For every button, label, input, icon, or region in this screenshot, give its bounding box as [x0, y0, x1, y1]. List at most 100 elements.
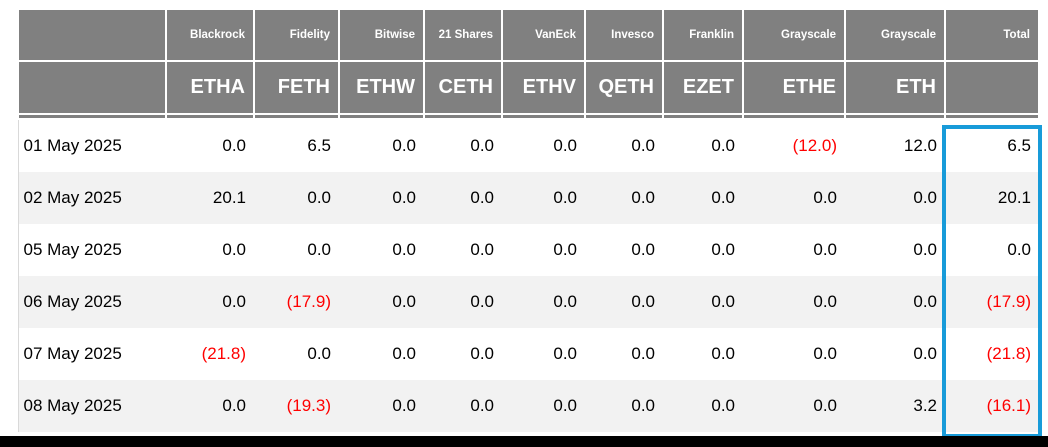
ticker-header-cell: CETH [423, 60, 503, 115]
total-cell: (21.8) [986, 344, 1031, 363]
issuer-header-cell: 21 Shares [423, 8, 503, 62]
value-cell: 0.0 [392, 136, 416, 155]
value-cell: 0.0 [813, 344, 837, 363]
value-cell: 0.0 [222, 396, 246, 415]
value-cell: 0.0 [307, 240, 331, 259]
value-cell: 0.0 [553, 240, 577, 259]
value-cell: 0.0 [222, 292, 246, 311]
header-strip-cell [165, 113, 255, 120]
value-cell: 0.0 [307, 188, 331, 207]
value-cell: 0.0 [392, 240, 416, 259]
value-cell: (17.9) [286, 292, 331, 311]
value-cell: 0.0 [711, 292, 735, 311]
total-cell: (17.9) [986, 292, 1031, 311]
value-cell: 0.0 [711, 344, 735, 363]
total-subheader-cell [944, 60, 1040, 115]
value-cell: 0.0 [711, 396, 735, 415]
value-cell: 0.0 [913, 344, 937, 363]
corner-subheader-cell [17, 60, 167, 115]
value-cell: 0.0 [470, 136, 494, 155]
value-cell: 0.0 [813, 292, 837, 311]
value-cell: 0.0 [631, 136, 655, 155]
table-row: 05 May 2025 0.0 0.0 0.0 0.0 0.0 0.0 0.0 0.0 0.0 0.… [17, 224, 1039, 276]
value-cell: (19.3) [286, 396, 331, 415]
value-cell: 0.0 [553, 344, 577, 363]
ticker-header-cell: ETHE [742, 60, 846, 115]
value-cell: 0.0 [222, 240, 246, 259]
value-cell: (12.0) [792, 136, 837, 155]
header-strip-cell [662, 113, 744, 120]
table-row: 06 May 2025 0.0 (17.9) 0.0 0.0 0.0 0.0 0.0 0.0 0.… [17, 276, 1039, 328]
issuer-header-row: Blackrock Fidelity Bitwise 21 Shares VanEck I… [17, 8, 1040, 62]
header-strip-row [17, 113, 1040, 120]
value-cell: 0.0 [470, 188, 494, 207]
header-strip-cell [944, 113, 1040, 120]
issuer-header-cell: Fidelity [253, 8, 340, 62]
table-row: 02 May 2025 20.1 0.0 0.0 0.0 0.0 0.0 0.0 0.0 0.0 2… [17, 172, 1039, 224]
issuer-header-cell: VanEck [501, 8, 586, 62]
value-cell: 0.0 [913, 240, 937, 259]
header-strip-cell [17, 113, 167, 120]
value-cell: 0.0 [913, 188, 937, 207]
table-row: 07 May 2025 (21.8) 0.0 0.0 0.0 0.0 0.0 0.0 0.0 0.… [17, 328, 1039, 380]
value-cell: 0.0 [470, 240, 494, 259]
total-cell: (16.1) [986, 396, 1031, 415]
value-cell: 20.1 [212, 188, 246, 207]
total-cell: 6.5 [1007, 136, 1031, 155]
value-cell: 0.0 [553, 188, 577, 207]
date-cell: 01 May 2025 [17, 119, 166, 172]
value-cell: 0.0 [392, 344, 416, 363]
date-cell: 08 May 2025 [17, 380, 166, 432]
total-cell: 0.0 [1007, 240, 1031, 259]
issuer-header-cell: Franklin [662, 8, 744, 62]
table-body: 01 May 2025 0.0 6.5 0.0 0.0 0.0 0.0 0.0 (12.0) 12… [17, 119, 1039, 432]
header-strip-cell [423, 113, 503, 120]
header-strip-cell [844, 113, 946, 120]
value-cell: 0.0 [470, 396, 494, 415]
value-cell: 12.0 [903, 136, 937, 155]
value-cell: 0.0 [711, 188, 735, 207]
table-row: 01 May 2025 0.0 6.5 0.0 0.0 0.0 0.0 0.0 (12.0) 12… [17, 119, 1039, 172]
value-cell: 3.2 [913, 396, 937, 415]
header-strip-cell [501, 113, 586, 120]
header-strip-cell [742, 113, 846, 120]
value-cell: 0.0 [553, 396, 577, 415]
ticker-header-cell: EZET [662, 60, 744, 115]
ticker-header-cell: QETH [584, 60, 664, 115]
value-cell: 0.0 [470, 344, 494, 363]
ticker-header-cell: ETHV [501, 60, 586, 115]
value-cell: 0.0 [222, 136, 246, 155]
value-cell: 0.0 [392, 396, 416, 415]
date-cell: 02 May 2025 [17, 172, 166, 224]
header-strip-cell [253, 113, 340, 120]
ticker-header-cell: FETH [253, 60, 340, 115]
ticker-header-cell: ETHW [338, 60, 425, 115]
value-cell: 0.0 [813, 188, 837, 207]
value-cell: 0.0 [307, 344, 331, 363]
bottom-black-bar [0, 436, 1048, 447]
total-cell: 20.1 [997, 188, 1031, 207]
date-cell: 07 May 2025 [17, 328, 166, 380]
value-cell: 0.0 [813, 396, 837, 415]
issuer-header-cell: Bitwise [338, 8, 425, 62]
value-cell: 0.0 [631, 396, 655, 415]
date-cell: 05 May 2025 [17, 224, 166, 276]
value-cell: 0.0 [631, 292, 655, 311]
issuer-header-cell: Grayscale [844, 8, 946, 62]
date-cell: 06 May 2025 [17, 276, 166, 328]
ticker-header-cell: ETH [844, 60, 946, 115]
value-cell: 0.0 [392, 292, 416, 311]
corner-header-cell [17, 8, 167, 62]
ticker-header-cell: ETHA [165, 60, 255, 115]
value-cell: 0.0 [813, 240, 837, 259]
value-cell: 0.0 [913, 292, 937, 311]
value-cell: 0.0 [711, 136, 735, 155]
total-header-cell: Total [944, 8, 1040, 62]
etf-flow-table: Blackrock Fidelity Bitwise 21 Shares VanEck I… [17, 8, 1040, 432]
header-strip-cell [584, 113, 664, 120]
value-cell: 0.0 [553, 136, 577, 155]
value-cell: 0.0 [553, 292, 577, 311]
value-cell: 0.0 [711, 240, 735, 259]
value-cell: 0.0 [631, 188, 655, 207]
